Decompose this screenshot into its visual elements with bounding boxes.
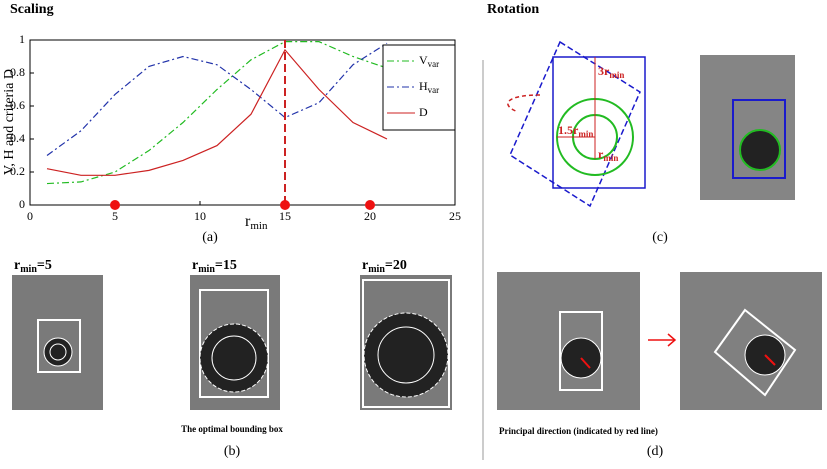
circle — [43, 337, 73, 367]
box — [552, 56, 646, 189]
panel-d: Principal direction (indicated by red li… — [497, 272, 822, 459]
label: rmin=5 — [14, 258, 52, 275]
caption: (a) — [202, 230, 218, 245]
circle — [377, 326, 435, 384]
legend-name: H — [419, 79, 428, 93]
y-tick-label: 0.6 — [10, 98, 25, 112]
circle — [199, 323, 269, 393]
circle — [211, 335, 257, 381]
label: 3rmin — [598, 64, 624, 80]
series-line — [46, 41, 388, 185]
label: rmin — [598, 147, 618, 163]
marker — [365, 200, 375, 210]
caption: (b) — [224, 444, 241, 459]
y-tick-label: 1 — [19, 32, 25, 46]
legend-name: D — [419, 105, 428, 119]
marker — [280, 200, 290, 210]
photo — [700, 55, 795, 200]
box — [199, 289, 269, 398]
series-line — [46, 42, 388, 156]
arrow-head — [667, 333, 677, 347]
legend-subscript: var — [428, 59, 440, 69]
direction — [580, 357, 591, 369]
x-axis-label: rmin — [245, 213, 268, 232]
legend — [382, 44, 456, 131]
note: Principal direction (indicated by red li… — [499, 426, 658, 436]
note: The optimal bounding box — [181, 424, 283, 434]
y-tick-label: 0 — [19, 197, 25, 211]
x-tick-label: 5 — [112, 209, 118, 223]
y-axis-label: V, H and criteria D — [2, 69, 17, 175]
legend-label: Vvar — [419, 53, 439, 69]
caption: (d) — [647, 444, 664, 459]
label: rmin=15 — [192, 258, 237, 275]
box — [37, 319, 81, 373]
panel-b: rmin=5 rmin=15 rmin=20 The optimal bound… — [12, 258, 452, 459]
box — [732, 99, 786, 179]
x-tick-label: 25 — [449, 209, 461, 223]
x-tick-label: 20 — [364, 209, 376, 223]
y-tick-label: 0.4 — [10, 131, 25, 145]
y-tick-label: 0.8 — [10, 65, 25, 79]
label: rmin=20 — [362, 258, 407, 275]
circle — [739, 129, 781, 171]
box — [362, 279, 450, 408]
x-tick-label: 0 — [27, 209, 33, 223]
circle — [49, 343, 67, 361]
marker — [110, 200, 120, 210]
box — [559, 311, 603, 391]
legend-subscript: var — [428, 85, 440, 95]
legend-label: D — [419, 105, 428, 119]
label: 1.5rmin — [558, 123, 593, 139]
panel-c: 3rmin 1.5rmin rmin (c) — [507, 40, 795, 245]
legend-label: Hvar — [419, 79, 439, 95]
caption: (c) — [652, 230, 668, 245]
heading: Rotation — [487, 2, 539, 17]
rotation-arrow — [507, 94, 541, 113]
legend-name: V — [419, 53, 428, 67]
series-line — [46, 48, 388, 176]
photo — [497, 272, 640, 410]
x-tick-label: 10 — [194, 209, 206, 223]
rotated-box — [713, 308, 797, 397]
direction — [764, 354, 776, 366]
heading: Scaling — [10, 2, 54, 17]
y-tick-label: 0.2 — [10, 164, 25, 178]
rotated-box — [509, 40, 641, 208]
x-tick-label: 15 — [279, 209, 291, 223]
circle — [363, 312, 449, 398]
